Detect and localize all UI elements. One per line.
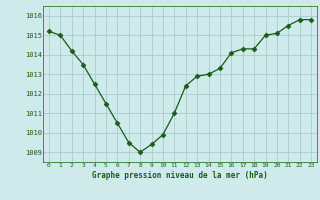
X-axis label: Graphe pression niveau de la mer (hPa): Graphe pression niveau de la mer (hPa) [92, 171, 268, 180]
